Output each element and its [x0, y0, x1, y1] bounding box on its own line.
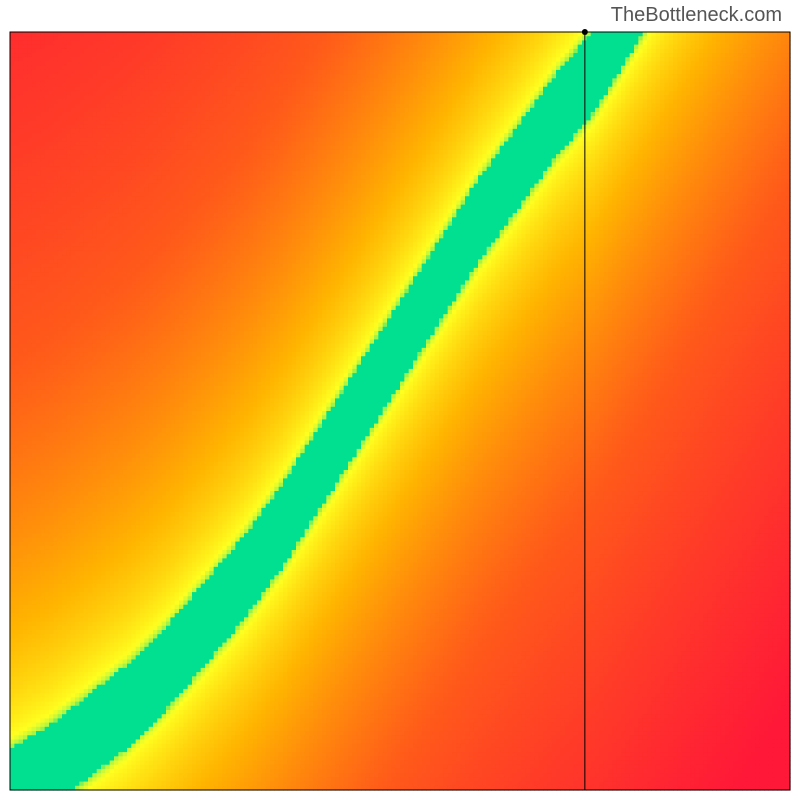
watermark-text: TheBottleneck.com	[611, 4, 782, 27]
chart-container: TheBottleneck.com	[0, 0, 800, 800]
bottleneck-heatmap	[0, 0, 800, 800]
marker-dot	[582, 29, 588, 35]
